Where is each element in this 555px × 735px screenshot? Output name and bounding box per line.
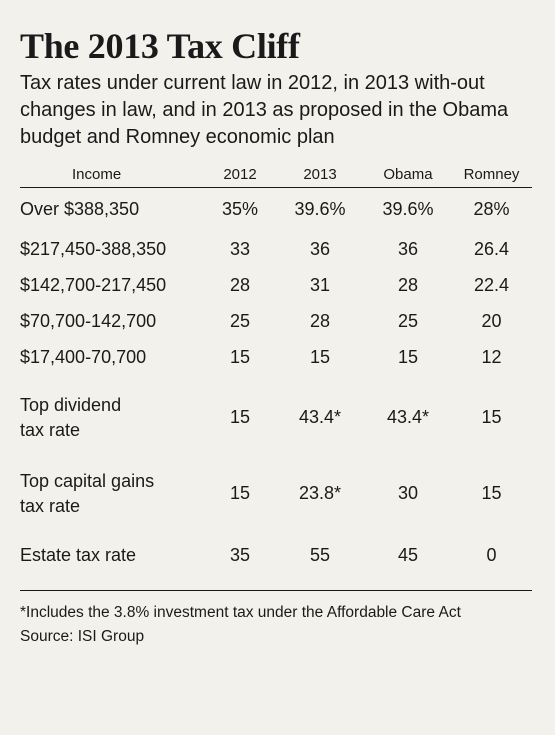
cell-obama: 45	[397, 545, 419, 565]
table-header-row: Income 2012 2013 Obama Romney	[20, 161, 532, 188]
cell-obama: 30	[397, 483, 419, 503]
table-row: Top capital gains tax rate 15 23.8* 30 1…	[20, 460, 532, 528]
row-label-line: Top dividend	[20, 394, 122, 415]
table-row: Over $388,350 35% 39.6% 39.6% 28%	[20, 188, 532, 232]
cell-obama: 25	[397, 311, 419, 331]
cell-2013: 28	[309, 311, 331, 331]
cell-2013: 36	[309, 239, 331, 259]
cell-romney: 15	[481, 483, 502, 503]
cell-2012: 28	[229, 275, 251, 295]
cell-obama: 28	[397, 275, 419, 295]
header-2012: 2012	[205, 161, 275, 188]
table-row: Estate tax rate 35 55 45 0	[20, 528, 532, 584]
tax-rate-table: Income 2012 2013 Obama Romney Over $388,…	[20, 161, 532, 584]
cell-2012: 15	[229, 347, 251, 367]
row-label-line: Top capital gains	[20, 470, 155, 491]
cell-2013: 15	[309, 347, 331, 367]
cell-romney: 22.4	[473, 275, 510, 295]
table-row: $142,700-217,450 28 31 28 22.4	[20, 268, 532, 304]
row-label: $70,700-142,700	[20, 311, 157, 331]
cell-2013: 43.4*	[298, 407, 342, 427]
cell-romney: 20	[481, 311, 502, 331]
footnote: *Includes the 3.8% investment tax under …	[20, 603, 461, 621]
cell-obama: 36	[397, 239, 419, 259]
cell-romney: 26.4	[473, 239, 510, 259]
row-label-line: tax rate	[20, 419, 81, 440]
row-label: Estate tax rate	[20, 545, 137, 565]
cell-2013: 23.8*	[298, 483, 342, 503]
cell-obama: 43.4*	[386, 407, 430, 427]
row-label: Top dividend tax rate	[20, 376, 205, 460]
cell-2013: 31	[309, 275, 331, 295]
table-row: $70,700-142,700 25 28 25 20	[20, 304, 532, 340]
table-row: $217,450-388,350 33 36 36 26.4	[20, 232, 532, 268]
row-label: $217,450-388,350	[20, 239, 167, 259]
row-label: $17,400-70,700	[20, 347, 147, 367]
cell-2012: 35	[229, 545, 251, 565]
table-row: $17,400-70,700 15 15 15 12	[20, 340, 532, 376]
row-label: Over $388,350	[20, 199, 140, 220]
footnotes: *Includes the 3.8% investment tax under …	[20, 589, 532, 649]
cell-romney: 15	[481, 407, 502, 427]
header-obama: Obama	[365, 161, 451, 188]
source-note: Source: ISI Group	[20, 627, 145, 645]
cell-obama: 39.6%	[382, 199, 434, 220]
row-label-line: tax rate	[20, 495, 81, 516]
cell-obama: 15	[397, 347, 419, 367]
cell-2012: 25	[229, 311, 251, 331]
cell-romney: 0	[486, 545, 497, 565]
row-label: Top capital gains tax rate	[20, 460, 205, 528]
cell-2012: 35%	[221, 199, 259, 220]
cell-2013: 39.6%	[294, 199, 346, 220]
cell-2013: 55	[309, 545, 331, 565]
row-label: $142,700-217,450	[20, 275, 167, 295]
cell-2012: 15	[229, 483, 251, 503]
table-row: Top dividend tax rate 15 43.4* 43.4* 15	[20, 376, 532, 460]
cell-romney: 28%	[473, 199, 510, 220]
header-romney: Romney	[451, 161, 532, 188]
page-subtitle: Tax rates under current law in 2012, in …	[20, 72, 509, 148]
header-income: Income	[20, 161, 205, 188]
cell-2012: 15	[229, 407, 251, 427]
header-2013: 2013	[275, 161, 365, 188]
cell-romney: 12	[481, 347, 502, 367]
page-title: The 2013 Tax Cliff	[20, 26, 300, 66]
cell-2012: 33	[229, 239, 251, 259]
